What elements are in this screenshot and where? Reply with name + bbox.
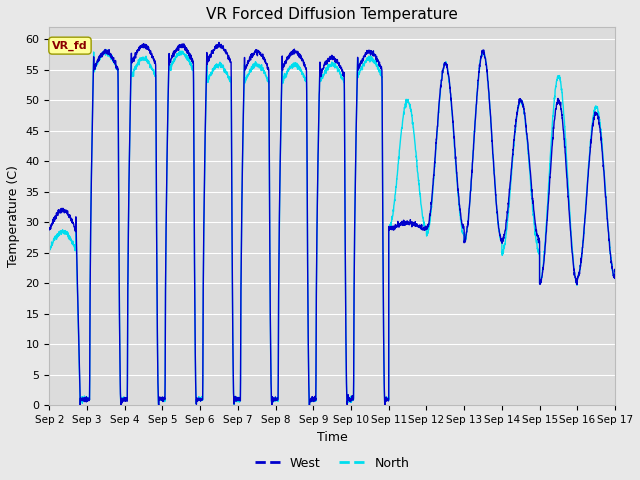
Legend: West, North: West, North xyxy=(250,452,414,475)
Y-axis label: Temperature (C): Temperature (C) xyxy=(7,166,20,267)
Title: VR Forced Diffusion Temperature: VR Forced Diffusion Temperature xyxy=(206,7,458,22)
Text: VR_fd: VR_fd xyxy=(52,40,88,51)
X-axis label: Time: Time xyxy=(317,431,348,444)
